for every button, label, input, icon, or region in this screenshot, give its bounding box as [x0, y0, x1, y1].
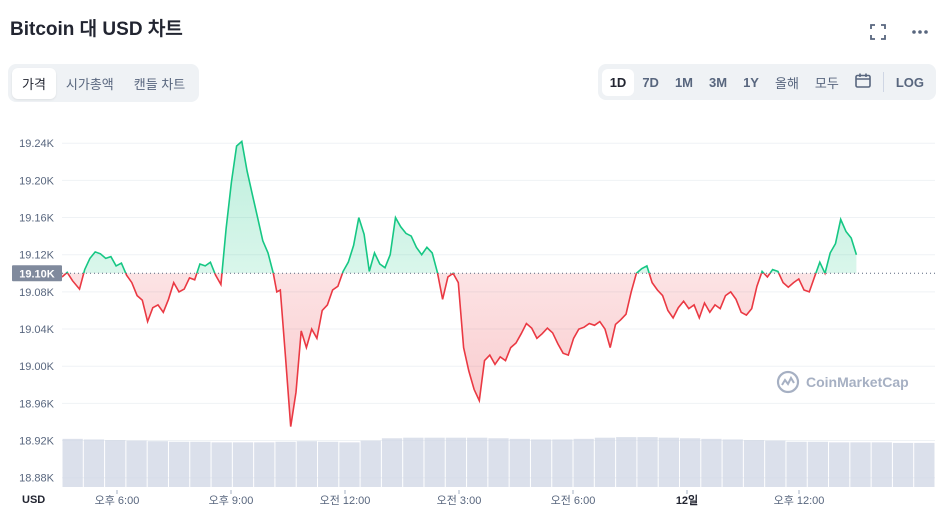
volume-bar — [616, 437, 637, 487]
baseline-label-box — [12, 265, 62, 282]
watermark: CoinMarketCap — [776, 370, 909, 394]
volume-bar — [296, 441, 318, 487]
volume-bar — [552, 439, 573, 487]
y-tick-label: 18.96K — [19, 398, 55, 410]
coinmarketcap-logo-icon — [776, 370, 800, 394]
volume-bar — [62, 438, 83, 487]
volume-bar — [509, 438, 530, 487]
volume-bar — [530, 439, 552, 487]
volume-bars — [62, 437, 935, 487]
y-tick-label: 18.88K — [19, 473, 55, 485]
volume-bar — [807, 441, 829, 487]
x-tick-label: 12일 — [676, 493, 698, 507]
volume-bar — [126, 440, 147, 487]
x-tick-label: 오전 3:00 — [437, 494, 482, 507]
volume-bar — [254, 442, 275, 487]
x-tick-label: 오전 12:00 — [320, 494, 371, 507]
price-line — [61, 139, 935, 427]
price-area — [62, 141, 857, 427]
y-unit-label: USD — [22, 494, 45, 506]
x-tick-label: 오후 6:00 — [95, 494, 140, 507]
volume-bar — [701, 438, 722, 487]
volume-bar — [83, 439, 105, 487]
more-icon[interactable] — [910, 22, 930, 42]
tab-candle-chart[interactable]: 캔들 차트 — [133, 76, 186, 92]
y-tick-label: 19.12K — [19, 250, 55, 262]
price-chart[interactable]: 18.88K 18.92K 18.96K 19.00K 19.04K 19.08K 19.1… — [0, 110, 944, 513]
x-axis: 오후 6:00 오후 9:00 오전 12:00 오전 3:00 오전 6:00 12일 오… — [95, 490, 825, 507]
range-7d[interactable]: 7D — [642, 74, 659, 90]
range-1d[interactable]: 1D — [601, 68, 635, 96]
volume-bar — [892, 442, 914, 487]
y-tick-label: 19.20K — [19, 175, 55, 187]
y-tick-label: 19.08K — [19, 287, 55, 299]
x-tick-label: 오후 12:00 — [774, 494, 825, 507]
volume-bar — [424, 437, 445, 487]
volume-bar — [403, 437, 424, 487]
area-above-baseline — [62, 141, 857, 274]
y-axis: 18.88K 18.92K 18.96K 19.00K 19.04K 19.08K 19.1… — [12, 138, 62, 506]
tab-price[interactable]: 가격 — [12, 67, 56, 99]
volume-bar — [275, 441, 296, 487]
range-3m[interactable]: 3M — [709, 74, 728, 90]
range-1y[interactable]: 1Y — [743, 74, 759, 90]
baseline-label: 19.10K — [19, 268, 55, 280]
volume-bar — [871, 442, 892, 487]
tab-divider — [882, 72, 884, 92]
y-tick-label: 19.04K — [19, 324, 55, 336]
watermark-text: CoinMarketCap — [806, 374, 909, 390]
volume-bar — [445, 437, 467, 487]
price-line-down — [61, 273, 826, 427]
range-1m[interactable]: 1M — [674, 74, 694, 90]
volume-bar — [914, 442, 935, 487]
volume-bar — [573, 438, 594, 487]
volume-bar — [360, 440, 381, 487]
tab-market-cap[interactable]: 시가총액 — [65, 76, 114, 92]
x-tick-label: 오전 6:00 — [551, 494, 596, 507]
calendar-icon[interactable] — [847, 67, 879, 97]
volume-bar — [211, 442, 232, 487]
x-tick-label: 오후 9:00 — [209, 494, 254, 507]
volume-bar — [190, 441, 211, 487]
volume-bar — [232, 442, 254, 487]
volume-bar — [786, 441, 807, 487]
volume-bar — [488, 438, 509, 487]
volume-bar — [467, 437, 488, 487]
volume-bar — [147, 441, 168, 487]
y-tick-label: 19.24K — [19, 138, 55, 150]
chart-title: Bitcoin 대 USD 차트 — [10, 19, 183, 40]
range-ytd[interactable]: 올해 — [774, 75, 799, 91]
volume-bar — [743, 440, 765, 487]
y-tick-label: 19.00K — [19, 361, 55, 373]
fullscreen-icon[interactable] — [868, 22, 888, 42]
volume-bar — [168, 441, 190, 487]
volume-bar — [339, 442, 360, 487]
volume-bar — [679, 438, 701, 487]
volume-bar — [765, 440, 786, 487]
area-below-baseline — [62, 273, 816, 427]
volume-bar — [594, 437, 616, 487]
chart-type-tabs: 가격 시가총액 캔들 차트 — [8, 64, 200, 102]
volume-bar — [829, 442, 850, 487]
range-all[interactable]: 모두 — [814, 75, 839, 91]
volume-bar — [381, 438, 403, 487]
y-tick-label: 19.16K — [19, 213, 55, 225]
range-tabs: 1D 7D 1M 3M 1Y 올해 모두 LOG — [597, 64, 936, 100]
y-tick-label: 18.92K — [19, 436, 55, 448]
volume-bar — [318, 441, 339, 487]
volume-bar — [850, 442, 871, 487]
volume-bar — [105, 440, 126, 487]
volume-bar — [637, 437, 658, 487]
log-toggle[interactable]: LOG — [895, 74, 924, 90]
volume-bar — [658, 437, 679, 487]
volume-bar — [722, 439, 743, 487]
